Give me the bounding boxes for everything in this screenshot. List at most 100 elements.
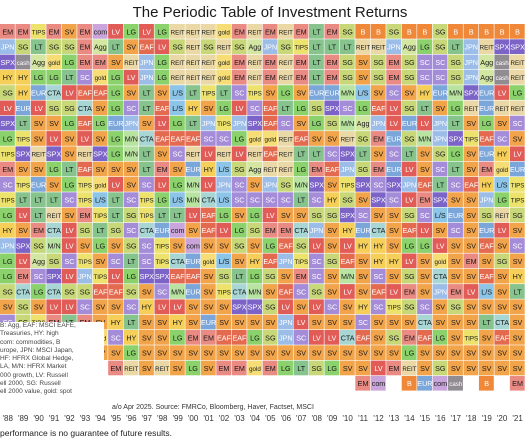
cell-fill: [61, 253, 77, 269]
year-tick-label: '06: [281, 414, 292, 423]
grid-cell: SG: [478, 207, 494, 223]
cell-fill: [46, 161, 62, 177]
cell-label: CTA: [47, 88, 61, 97]
cell-label: SV: [466, 349, 476, 358]
year-tick-label: '04: [250, 414, 261, 423]
grid-cell: CTA: [494, 314, 509, 330]
cell-label: EAF: [372, 104, 387, 113]
cell-label: LG: [111, 104, 121, 113]
grid-cell: SC: [324, 146, 340, 162]
cell-fill: [108, 39, 123, 54]
cell-fill: [324, 222, 340, 238]
grid-cell: LG: [417, 39, 432, 54]
cell-label: B: [469, 27, 474, 36]
cell-fill: [15, 268, 31, 284]
cell-fill: [448, 207, 463, 223]
cell-label: SV: [327, 241, 337, 250]
cell-label: gold: [249, 366, 261, 373]
cell-fill: [339, 253, 355, 269]
cell-label: SC: [374, 272, 384, 281]
grid-cell: SV: [216, 299, 232, 315]
grid-cell: EM: [324, 54, 340, 70]
grid-cell: SC: [432, 54, 448, 70]
cell-fill: [463, 161, 479, 177]
cell-fill: [463, 146, 479, 162]
cell-label: L/S: [95, 196, 106, 205]
cell-label: SV: [420, 272, 430, 281]
grid-cell: LV: [200, 146, 216, 162]
grid-cell: SV: [463, 146, 479, 162]
cell-label: SG: [358, 134, 369, 143]
year-tick-label: '03: [234, 414, 245, 423]
cell-label: EM: [2, 165, 13, 174]
cell-label: LV: [112, 272, 120, 281]
cell-label: M/N: [295, 180, 308, 189]
cell-label: EAF: [325, 165, 340, 174]
grid-cell: EAF: [200, 222, 216, 238]
cell-label: EM: [110, 364, 121, 373]
cell-label: SPX: [449, 134, 464, 143]
grid-cell: SG: [123, 284, 139, 299]
cell-fill: [463, 69, 479, 85]
cell-label: SG: [481, 211, 492, 220]
cell-fill: [278, 192, 293, 207]
cell-label: SG: [234, 241, 245, 250]
grid-cell: CTA: [417, 314, 432, 330]
cell-label: HY: [358, 241, 368, 250]
grid-cell: LV: [432, 238, 448, 253]
cell-label: SPX: [325, 104, 340, 113]
cell-fill: [309, 85, 324, 100]
grid-cell: LT: [185, 85, 201, 100]
grid-cell: SV: [216, 314, 232, 330]
cell-label: SV: [266, 349, 276, 358]
cell-label: SV: [296, 211, 306, 220]
cell-label: gold: [218, 29, 230, 36]
grid-cell: SV: [432, 100, 448, 116]
cell-fill: [108, 69, 123, 85]
cell-fill: [324, 268, 340, 284]
grid-cell: EM: [262, 222, 278, 238]
cell-label: EAF: [78, 165, 93, 174]
cell-fill: [92, 192, 108, 207]
cell-fill: [247, 24, 263, 39]
grid-cell: B: [478, 375, 494, 391]
cell-fill: [216, 69, 232, 85]
cell-fill: [61, 69, 77, 85]
cell-fill: [123, 69, 139, 85]
cell-fill: [231, 253, 247, 269]
cell-label: REIT: [171, 75, 185, 82]
cell-label: LT: [50, 196, 58, 205]
grid-cell: EM: [77, 54, 93, 70]
grid-cell: SV: [324, 131, 340, 146]
grid-cell: SC: [370, 177, 386, 192]
cell-fill: [231, 192, 247, 207]
grid-cell: SV: [355, 360, 371, 376]
grid-cell: LV: [108, 24, 123, 39]
grid-cell: SV: [46, 177, 62, 192]
grid-cell: REIT: [247, 24, 262, 39]
grid-cell: EAF: [494, 330, 510, 345]
grid-cell: EM: [262, 54, 278, 70]
cell-label: LV: [4, 104, 12, 113]
cell-fill: [185, 131, 201, 146]
cell-fill: [216, 238, 232, 253]
grid-cell: LG: [231, 222, 247, 238]
grid-cell: SC: [231, 85, 247, 100]
cell-label: SV: [296, 349, 306, 358]
cell-fill: [509, 177, 525, 192]
cell-label: Agg: [249, 165, 262, 174]
cell-fill: [370, 24, 386, 39]
cell-fill: [324, 161, 340, 177]
grid-cell: REIT: [200, 69, 216, 85]
cell-fill: [355, 115, 371, 131]
grid-cell: SV: [92, 299, 108, 315]
grid-cell: SV: [278, 345, 293, 360]
cell-label: CTA: [433, 272, 447, 281]
cell-fill: [247, 222, 263, 238]
cell-label: HY: [497, 150, 507, 159]
cell-label: LV: [235, 150, 243, 159]
grid-cell: SC: [432, 161, 448, 177]
grid-cell: SV: [293, 85, 309, 100]
grid-cell: REIT: [509, 69, 525, 85]
chart-title: The Periodic Table of Investment Returns: [132, 4, 408, 21]
